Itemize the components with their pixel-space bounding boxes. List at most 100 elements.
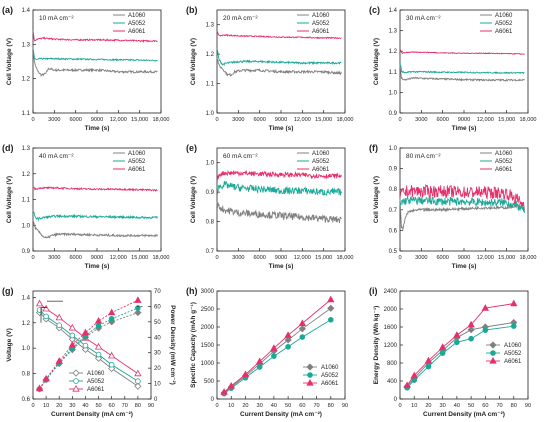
x-tick-label: 40 bbox=[82, 403, 88, 409]
y-tick-label: 1.3 bbox=[22, 146, 31, 152]
series-line bbox=[406, 303, 514, 386]
y2-tick-label: 50 bbox=[154, 320, 161, 326]
x-tick-label: 30 bbox=[440, 403, 446, 409]
series-line bbox=[216, 30, 342, 40]
series-line bbox=[32, 220, 158, 239]
chart-panel: 0 10 20 30 40 50 60 70 80 90 0 500 1000 1500 2000 2500 3… bbox=[186, 286, 348, 418]
y-axis-label: Cell Voltage (V) bbox=[373, 176, 380, 223]
x-tick-label: 15,000 bbox=[315, 117, 332, 123]
legend-label: A1060 bbox=[495, 151, 513, 157]
data-point bbox=[68, 323, 77, 331]
y-tick-label: 0 bbox=[394, 397, 398, 403]
series-line bbox=[32, 52, 158, 78]
y-tick-label: 1.2 bbox=[22, 172, 31, 178]
data-point bbox=[135, 378, 141, 385]
x-tick-label: 9000 bbox=[275, 255, 287, 261]
y-tick-label: 1.1 bbox=[22, 198, 31, 204]
x-tick-label: 0 bbox=[398, 403, 401, 409]
data-point bbox=[403, 381, 411, 389]
y-tick-label: 1.4 bbox=[22, 8, 31, 14]
data-point bbox=[55, 357, 63, 364]
data-point bbox=[35, 299, 44, 307]
x-tick-label: 3000 bbox=[48, 255, 60, 261]
y-tick-label: 0.9 bbox=[389, 167, 398, 173]
panel-label: (a) bbox=[2, 5, 13, 15]
x-tick-label: 18,000 bbox=[336, 117, 353, 123]
data-point bbox=[454, 339, 460, 346]
x-tick-label: 12,000 bbox=[110, 255, 127, 261]
data-point bbox=[55, 313, 63, 321]
legend-marker bbox=[489, 356, 497, 364]
x-tick-label: 10 bbox=[228, 403, 234, 409]
x-tick-label: 0 bbox=[31, 403, 34, 409]
data-point bbox=[481, 304, 490, 311]
y-tick-label: 0.9 bbox=[206, 190, 215, 196]
y-tick-label: 0.6 bbox=[22, 397, 31, 403]
data-point bbox=[425, 363, 432, 370]
panel-label: (c) bbox=[369, 5, 380, 15]
legend-marker bbox=[73, 378, 79, 384]
x-tick-label: 80 bbox=[328, 403, 334, 409]
x-tick-label: 6000 bbox=[436, 117, 448, 123]
y-tick-label: 0 bbox=[211, 397, 215, 403]
series-line bbox=[39, 303, 139, 374]
x-tick-label: 3000 bbox=[48, 117, 60, 123]
x-axis-label: Time (s) bbox=[85, 263, 110, 270]
x-tick-label: 18,000 bbox=[152, 117, 169, 123]
series-line bbox=[399, 63, 525, 75]
data-point bbox=[467, 326, 475, 334]
x-tick-label: 0 bbox=[215, 255, 218, 261]
y-axis-label: Cell Voltage (V) bbox=[190, 38, 197, 85]
legend-label: A1060 bbox=[312, 13, 330, 19]
data-point bbox=[255, 357, 264, 365]
data-point bbox=[69, 332, 76, 339]
legend-label: A5052 bbox=[321, 373, 339, 379]
legend-marker bbox=[307, 372, 313, 378]
series-line bbox=[399, 48, 525, 56]
y-axis-label: Cell Voltage (V) bbox=[190, 176, 197, 223]
series-line bbox=[39, 312, 139, 387]
data-point bbox=[108, 315, 115, 322]
chart-panel: 0 3000 6000 9000 12,000 15,000 18,000 0.5 0.6 0.7… bbox=[369, 143, 537, 270]
x-tick-label: 50 bbox=[95, 403, 101, 409]
current-density-annotation: 10 mA cm⁻² bbox=[39, 15, 74, 22]
series-line bbox=[223, 319, 332, 394]
y2-tick-label: 60 bbox=[154, 304, 161, 310]
data-point bbox=[327, 316, 334, 323]
chart-panel: 0 3000 6000 9000 12,000 15,000 18,000 0.7 0.8 0.9… bbox=[186, 143, 354, 270]
data-point bbox=[107, 308, 116, 316]
x-tick-label: 15,000 bbox=[498, 117, 515, 123]
legend-marker bbox=[490, 350, 496, 356]
data-point bbox=[438, 343, 447, 350]
current-density-annotation: 30 mA cm⁻² bbox=[406, 15, 441, 22]
legend-marker bbox=[489, 341, 497, 349]
legend-label: A6061 bbox=[504, 359, 522, 365]
x-tick-label: 40 bbox=[271, 403, 277, 409]
y-tick-label: 1.0 bbox=[389, 90, 398, 96]
panel-label: (h) bbox=[186, 286, 198, 296]
data-point bbox=[467, 320, 475, 328]
data-point bbox=[135, 305, 141, 311]
x-axis-label: Current Density (mA cm⁻²) bbox=[240, 411, 322, 418]
y2-tick-label: 40 bbox=[154, 335, 161, 341]
x-tick-label: 0 bbox=[215, 117, 218, 123]
y-tick-label: 0.9 bbox=[389, 111, 398, 117]
data-point bbox=[220, 388, 228, 395]
data-point bbox=[453, 331, 461, 338]
series-line bbox=[223, 307, 332, 394]
data-point bbox=[56, 322, 63, 329]
legend-label: A6061 bbox=[128, 29, 146, 35]
data-point bbox=[241, 370, 250, 378]
x-tick-label: 50 bbox=[285, 403, 291, 409]
y-axis-label: Cell Voltage (V) bbox=[373, 38, 380, 85]
panel-label: (b) bbox=[186, 5, 198, 15]
x-axis-label: Time (s) bbox=[269, 263, 294, 270]
x-axis-label: Time (s) bbox=[452, 263, 477, 270]
x-tick-label: 9000 bbox=[91, 255, 103, 261]
current-density-annotation: 60 mA cm⁻² bbox=[223, 153, 258, 160]
y-tick-label: 1.3 bbox=[389, 29, 398, 35]
x-tick-label: 15,000 bbox=[131, 117, 148, 123]
y-tick-label: 1.3 bbox=[22, 42, 31, 48]
x-tick-label: 12,000 bbox=[294, 117, 311, 123]
